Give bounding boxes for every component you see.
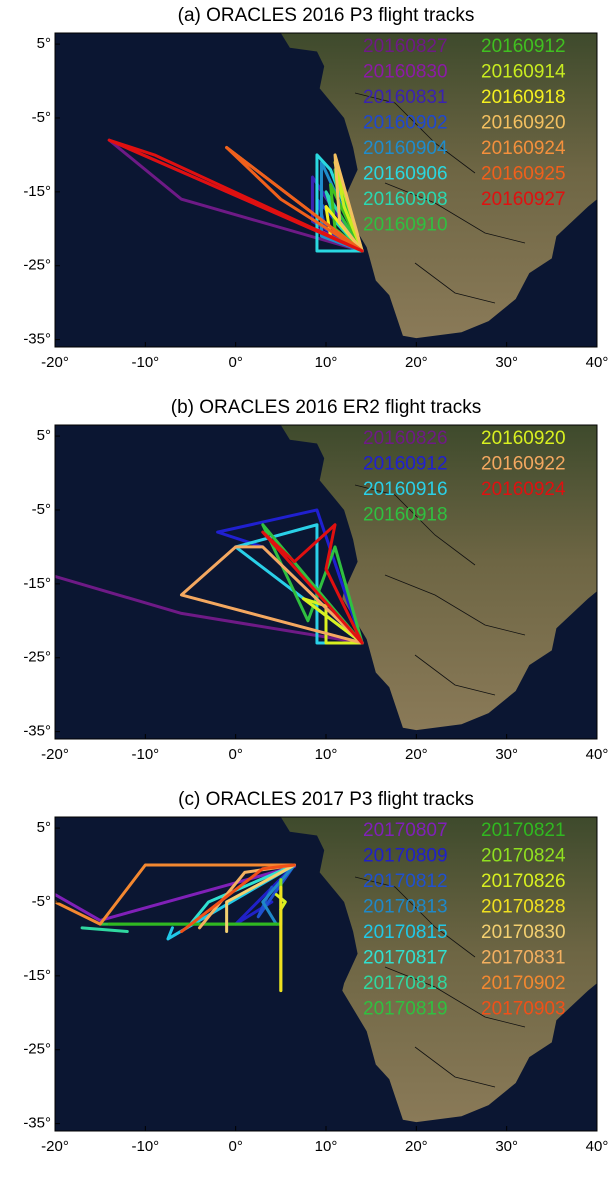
- x-tick-label: 0°: [228, 354, 242, 371]
- flight-track: [189, 863, 296, 926]
- y-tick-label: -5°: [32, 893, 51, 910]
- flight-track: [261, 523, 364, 645]
- legend-label: 20160912: [481, 36, 566, 57]
- flight-track: [107, 138, 364, 253]
- legend-label: 20170807: [363, 820, 448, 841]
- flight-track: [80, 926, 129, 934]
- y-tick-label: -35°: [23, 331, 51, 348]
- legend-label: 20160912: [363, 454, 448, 475]
- flight-track: [225, 146, 364, 253]
- y-tick-label: -15°: [23, 967, 51, 984]
- x-tick-label: -20°: [41, 1138, 69, 1155]
- legend-label: 20170824: [481, 846, 566, 867]
- legend-label: 20170902: [481, 973, 566, 994]
- legend-label: 20160916: [363, 479, 448, 500]
- legend-label: 20160922: [481, 454, 566, 475]
- x-tick-label: 10°: [315, 1138, 338, 1155]
- legend-label: 20160927: [481, 189, 566, 210]
- legend-label: 20170831: [481, 948, 566, 969]
- x-tick-label: 40°: [586, 746, 609, 763]
- legend-label: 20170821: [481, 820, 566, 841]
- x-tick-label: -20°: [41, 746, 69, 763]
- legend-label: 20160924: [481, 138, 566, 159]
- x-tick-label: 0°: [228, 746, 242, 763]
- y-tick-label: 5°: [37, 35, 51, 52]
- flight-track: [274, 893, 287, 911]
- y-tick-label: -25°: [23, 257, 51, 274]
- flight-track: [261, 863, 296, 926]
- x-tick-label: 10°: [315, 354, 338, 371]
- y-tick-label: -35°: [23, 1115, 51, 1132]
- y-tick-label: -5°: [32, 109, 51, 126]
- x-tick-label: 10°: [315, 746, 338, 763]
- x-tick-label: -10°: [131, 746, 159, 763]
- legend-label: 20170815: [363, 922, 448, 943]
- x-tick-label: 30°: [495, 746, 518, 763]
- x-tick-label: 0°: [228, 1138, 242, 1155]
- x-tick-label: -20°: [41, 354, 69, 371]
- y-tick-label: -5°: [32, 501, 51, 518]
- legend-label: 20160908: [363, 189, 448, 210]
- flight-track: [179, 863, 296, 934]
- x-tick-label: 40°: [586, 1138, 609, 1155]
- legend-label: 20160918: [481, 87, 566, 108]
- legend-label: 20170813: [363, 897, 448, 918]
- legend-label: 20160920: [481, 113, 566, 134]
- legend-label: 20160827: [363, 36, 448, 57]
- x-tick-label: 20°: [405, 354, 428, 371]
- legend-label: 20170809: [363, 846, 448, 867]
- legend-label: 20170812: [363, 871, 448, 892]
- legend-label: 20160914: [481, 62, 566, 83]
- legend-label: 20170903: [481, 999, 566, 1020]
- tracks: [55, 508, 364, 645]
- y-tick-label: -15°: [23, 575, 51, 592]
- legend-label: 20170830: [481, 922, 566, 943]
- flight-track: [225, 863, 296, 934]
- y-tick-label: -35°: [23, 723, 51, 740]
- y-tick-label: -25°: [23, 1041, 51, 1058]
- chart-title: (c) ORACLES 2017 P3 flight tracks: [178, 789, 474, 810]
- legend-label: 20160918: [363, 505, 448, 526]
- y-tick-label: 5°: [37, 819, 51, 836]
- tracks: [107, 138, 364, 253]
- legend-label: 20170818: [363, 973, 448, 994]
- flight-track: [261, 523, 364, 645]
- y-tick-label: -25°: [23, 649, 51, 666]
- y-tick-label: 5°: [37, 427, 51, 444]
- legend-label: 20160826: [363, 428, 448, 449]
- legend-label: 20160830: [363, 62, 448, 83]
- tracks: [55, 863, 296, 993]
- flight-track: [55, 863, 296, 926]
- legend-label: 20170817: [363, 948, 448, 969]
- x-tick-label: -10°: [131, 354, 159, 371]
- x-tick-label: 20°: [405, 746, 428, 763]
- legend-label: 20160910: [363, 215, 448, 236]
- chart-title: (b) ORACLES 2016 ER2 flight tracks: [171, 397, 481, 418]
- x-tick-label: -10°: [131, 1138, 159, 1155]
- legend-label: 20170826: [481, 871, 566, 892]
- x-tick-label: 30°: [495, 1138, 518, 1155]
- flight-track: [55, 574, 364, 645]
- flight-track: [179, 545, 364, 645]
- chart-title: (a) ORACLES 2016 P3 flight tracks: [178, 5, 475, 26]
- x-tick-label: 20°: [405, 1138, 428, 1155]
- legend-label: 20160924: [481, 479, 566, 500]
- legend-label: 20160831: [363, 87, 448, 108]
- legend-label: 20160904: [363, 138, 448, 159]
- flight-track: [333, 153, 364, 253]
- legend-label: 20170828: [481, 897, 566, 918]
- legend-label: 20160925: [481, 164, 566, 185]
- legend-label: 20170819: [363, 999, 448, 1020]
- legend-label: 20160920: [481, 428, 566, 449]
- flight-track: [55, 865, 296, 922]
- x-tick-label: 30°: [495, 354, 518, 371]
- x-tick-label: 40°: [586, 354, 609, 371]
- legend-label: 20160902: [363, 113, 448, 134]
- y-tick-label: -15°: [23, 183, 51, 200]
- legend-label: 20160906: [363, 164, 448, 185]
